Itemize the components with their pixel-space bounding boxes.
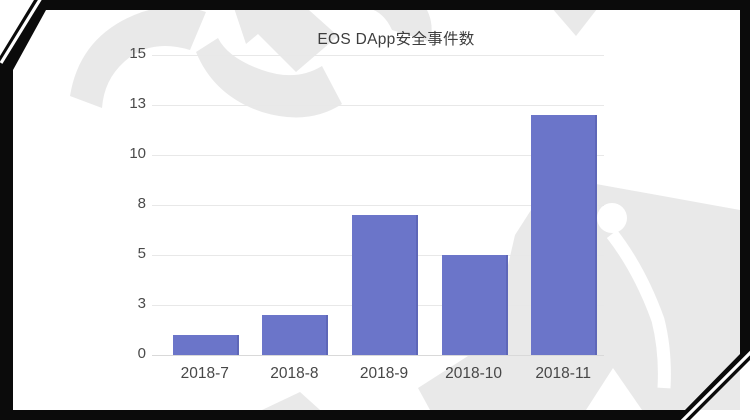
x-axis-tick-label: 2018-8	[270, 365, 319, 382]
y-axis-tick-label: 3	[137, 295, 146, 312]
y-axis-tick-label: 10	[129, 145, 146, 162]
y-axis-tick-label: 5	[137, 245, 146, 262]
x-axis-tick-label: 2018-9	[359, 365, 409, 382]
bar-2018-11	[531, 115, 598, 355]
gridline	[152, 55, 604, 56]
x-axis-line	[152, 355, 604, 356]
x-axis-tick-label: 2018-7	[180, 365, 229, 382]
y-axis-tick-label: 8	[137, 195, 146, 212]
bar-2018-9	[352, 215, 418, 355]
gridline	[152, 105, 604, 106]
y-axis-tick-label: 15	[129, 45, 146, 62]
x-axis-tick-label: 2018-11	[535, 365, 592, 382]
y-axis-tick-label: 0	[137, 345, 146, 362]
chart-title: EOS DApp安全事件数	[317, 31, 475, 48]
x-axis-tick-label: 2018-10	[445, 365, 503, 382]
bar-2018-10	[441, 255, 508, 355]
bar-2018-8	[262, 315, 329, 355]
bar-2018-7	[172, 335, 239, 355]
y-axis-tick-label: 13	[129, 95, 146, 112]
